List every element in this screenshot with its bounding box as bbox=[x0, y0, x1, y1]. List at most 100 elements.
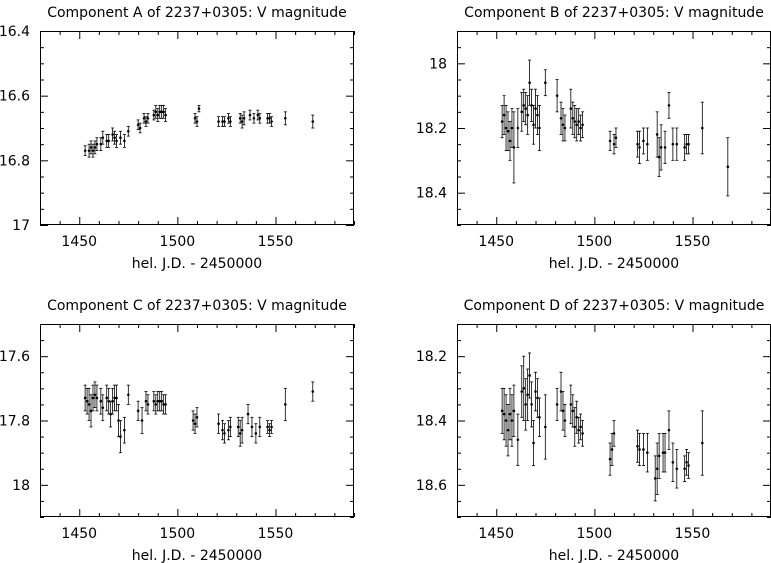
component-c-data-point bbox=[95, 396, 99, 400]
component-d-data-point bbox=[526, 393, 529, 397]
component-b-data-point bbox=[520, 110, 524, 114]
component-a-data-point bbox=[193, 117, 197, 120]
component-d-data-point bbox=[512, 409, 516, 413]
component-c-data-point bbox=[240, 428, 244, 432]
component-b-data-point bbox=[726, 165, 730, 169]
component-c-x-tick-label: 1550 bbox=[258, 526, 294, 542]
component-b-data-point bbox=[512, 146, 516, 149]
component-a-x-tick-label: 1500 bbox=[160, 234, 196, 250]
component-d-data-point bbox=[636, 444, 639, 448]
component-b-data-point bbox=[516, 126, 520, 130]
component-d-x-tick-label: 1500 bbox=[577, 526, 613, 542]
component-c-data-point bbox=[246, 412, 250, 416]
component-b-data-point bbox=[536, 113, 539, 117]
component-a-data-point bbox=[266, 117, 269, 120]
component-c-x-axis-label: hel. J.D. - 2450000 bbox=[132, 548, 262, 563]
component-b-data-point bbox=[687, 142, 690, 146]
component-b-data-point bbox=[663, 146, 667, 149]
component-b-data-point bbox=[538, 126, 541, 130]
component-b-data-point bbox=[612, 142, 616, 146]
component-d-data-point bbox=[524, 403, 527, 406]
component-d-data-point bbox=[667, 428, 671, 432]
component-d-data-point bbox=[534, 390, 537, 393]
component-b-data-point bbox=[642, 139, 645, 143]
component-b-x-tick-label: 1450 bbox=[478, 234, 514, 250]
component-a-data-point bbox=[270, 120, 273, 123]
component-d-data-point bbox=[532, 441, 535, 445]
component-b-data-point bbox=[683, 146, 686, 149]
component-a-data-point bbox=[144, 120, 148, 123]
component-d-data-point bbox=[571, 409, 575, 413]
component-c-data-point bbox=[111, 399, 114, 403]
component-b-data-point bbox=[544, 81, 547, 85]
component-b-data-point bbox=[667, 104, 671, 107]
component-a-data-point bbox=[142, 117, 146, 120]
component-c-data-point bbox=[146, 403, 150, 406]
component-c-data-point bbox=[229, 425, 232, 429]
component-d-data-point bbox=[675, 467, 679, 471]
component-c-data-point bbox=[85, 399, 89, 403]
component-d-data-point bbox=[653, 477, 657, 480]
component-d-data-point bbox=[701, 441, 704, 445]
component-d-x-tick-label: 1450 bbox=[478, 526, 514, 542]
component-d-data-point bbox=[538, 415, 541, 419]
component-c-data-point bbox=[123, 428, 126, 432]
component-c-data-point bbox=[266, 425, 269, 429]
component-d-data-point bbox=[530, 403, 533, 406]
component-b-data-point bbox=[526, 113, 529, 117]
component-b-data-point bbox=[569, 107, 573, 110]
component-b-data-point bbox=[579, 126, 582, 130]
component-c-data-point bbox=[113, 396, 116, 400]
component-b-data-point bbox=[563, 126, 567, 130]
component-c-data-point bbox=[91, 396, 95, 400]
component-c-data-point bbox=[109, 412, 112, 416]
component-a-y-tick-label: 17 bbox=[12, 218, 30, 234]
component-d-data-point bbox=[610, 448, 614, 451]
component-c-data-point bbox=[191, 419, 195, 422]
component-c-data-point bbox=[193, 422, 197, 426]
component-a-data-point bbox=[146, 117, 150, 120]
component-d-data-point bbox=[555, 403, 559, 406]
component-d-data-point bbox=[657, 454, 661, 458]
component-c-data-point bbox=[250, 425, 254, 429]
component-d-data-point bbox=[544, 425, 547, 429]
component-b-data-point bbox=[685, 142, 688, 146]
component-d-panel: Component D of 2237+0305: V magnitude 145… bbox=[416, 298, 771, 563]
component-a-data-point bbox=[95, 142, 99, 146]
component-a-panel: Component A of 2237+0305: V magnitude 145… bbox=[0, 5, 355, 272]
component-b-data-point bbox=[581, 123, 584, 127]
component-b-data-point bbox=[506, 129, 510, 133]
component-c-data-point bbox=[107, 399, 110, 403]
component-b-data-point bbox=[532, 123, 535, 127]
component-b-data-point bbox=[573, 120, 577, 123]
component-d-data-point bbox=[573, 425, 577, 429]
component-a-x-tick-label: 1550 bbox=[258, 234, 294, 250]
component-d-data-point bbox=[638, 448, 641, 451]
component-b-data-point bbox=[504, 126, 508, 130]
component-d-data-point bbox=[536, 396, 539, 400]
component-c-data-point bbox=[195, 415, 199, 419]
component-c-x-tick-label: 1500 bbox=[160, 526, 196, 542]
component-d-data-point bbox=[516, 438, 520, 442]
component-d-data-point bbox=[655, 467, 659, 471]
component-c-data-point bbox=[160, 399, 163, 403]
component-d-data-point bbox=[502, 412, 506, 416]
component-b-x-axis-label: hel. J.D. - 2450000 bbox=[549, 256, 679, 272]
component-a-data-point bbox=[87, 149, 91, 152]
component-b-data-point bbox=[559, 117, 563, 120]
component-a-data-point bbox=[242, 117, 246, 120]
component-a-data-point bbox=[111, 133, 114, 136]
component-c-data-point bbox=[154, 403, 158, 406]
component-b-data-point bbox=[534, 107, 537, 110]
component-c-data-point bbox=[238, 432, 242, 435]
component-b-y-tick-label: 18.2 bbox=[416, 121, 447, 137]
component-a-data-point bbox=[223, 120, 226, 123]
component-a-data-point bbox=[217, 120, 220, 123]
component-d-y-tick-label: 18.4 bbox=[416, 414, 447, 430]
component-d-data-point bbox=[663, 451, 667, 454]
component-c-data-point bbox=[87, 403, 91, 406]
component-d-data-point bbox=[559, 390, 563, 393]
component-a-data-point bbox=[107, 139, 110, 143]
component-b-data-point bbox=[571, 117, 575, 120]
